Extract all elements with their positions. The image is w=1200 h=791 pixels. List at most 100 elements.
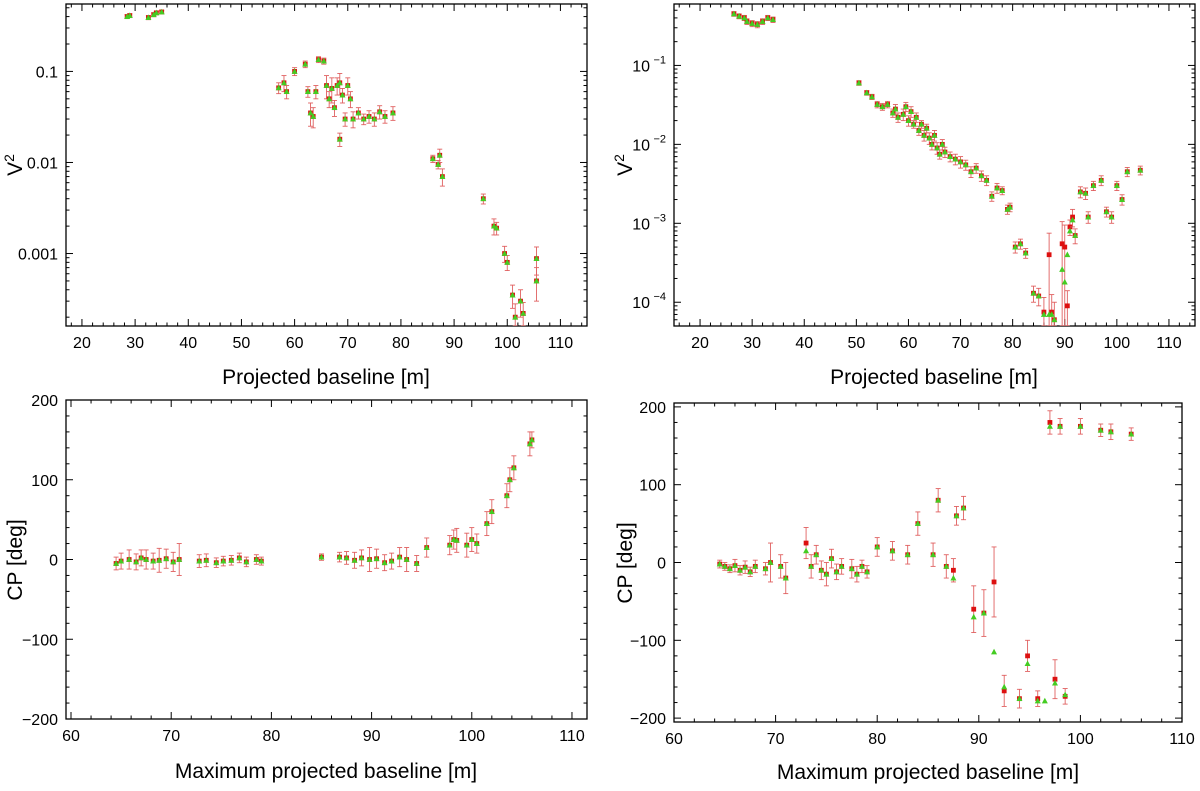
model-point [970,613,977,620]
x-tick-label: 110 [1156,335,1182,352]
model-point [953,512,960,519]
model-point [1064,251,1071,258]
observed-point-group [1059,221,1065,326]
model-point [504,259,511,265]
model-point [1069,216,1076,223]
model-point [967,168,974,175]
model-point [1052,679,1058,686]
model-point [366,113,373,119]
model-point [736,13,743,19]
model-point [145,14,152,20]
panel-cp-left: 60 70 80 90 100 110 −200 −100 0 100 200 Maximum pro… [4,393,588,783]
model-point [988,193,995,199]
observed-point-group [1046,232,1052,326]
observed-point-group [1062,224,1068,326]
model-point [764,14,771,21]
y-tick-label: 200 [31,393,58,410]
model-point [884,101,891,107]
model-point [473,540,480,546]
y-tick-exponent: −2 [653,133,666,145]
model-point [1077,423,1084,429]
model-point [935,497,942,503]
y-tick-label: 10 [632,295,650,312]
y-tick-label: 100 [31,473,58,490]
model-point [423,544,430,550]
model-point [133,558,140,565]
model-point [310,113,317,119]
model-point [463,541,470,548]
model-point [931,132,938,138]
x-tick-label: 80 [868,731,886,748]
model-point [747,568,754,575]
model-point [934,144,941,151]
model-point [326,95,333,102]
y-tick-label: −200 [22,712,58,729]
y-axis-label: CP [deg] [4,519,27,600]
model-point [320,57,327,64]
model-point [403,556,410,562]
model-point [344,82,351,88]
observed-point [951,567,956,573]
observed-point [1052,676,1058,682]
y-tick-label: −100 [630,633,666,650]
model-point [243,558,250,565]
model-point [381,559,388,566]
observed-point-group [533,267,539,302]
x-axis-label: Projected baseline [m] [222,366,430,389]
model-point [741,14,748,21]
model-point [742,563,749,570]
model-point [874,101,881,107]
model-point [918,121,925,127]
model-point [1035,292,1042,299]
y-tick-exponent: −4 [653,291,666,303]
x-tick-label: 60 [900,335,918,352]
model-point [275,84,282,91]
model-point [1012,243,1019,250]
model-point [1108,213,1115,220]
model-point [950,574,957,581]
model-point [153,9,160,16]
model-point [196,557,203,564]
model-point [315,56,322,62]
x-tick-label: 90 [445,335,463,352]
x-tick-label: 110 [548,335,574,352]
model-point [501,250,508,256]
y-axis-label: V2 [1,154,27,176]
model-point [517,297,524,304]
model-point [150,557,157,564]
model-point [749,20,756,26]
observed-point [991,579,997,585]
y-axis-label-superscript: 2 [611,154,627,162]
model-point [923,125,930,131]
model-point [360,115,367,122]
data-marks [730,10,1144,326]
model-point [1128,430,1135,437]
y-tick-label: −100 [22,632,58,649]
model-point [892,105,899,112]
model-point [1046,423,1053,429]
model-point [1057,423,1064,429]
x-tick-label: 100 [1103,335,1130,352]
model-point [1082,190,1089,196]
model-point [347,95,354,102]
model-point [339,91,346,98]
y-tick-label: 0 [657,556,666,573]
model-point [213,559,220,566]
model-point [446,541,453,548]
model-point [983,177,990,183]
observed-point [1062,244,1068,250]
model-point [336,136,343,142]
model-point [220,557,227,564]
model-point [905,117,912,124]
model-point [304,88,311,95]
y-tick-exponent: −1 [653,54,666,66]
model-point [1119,196,1126,202]
model-point [994,184,1001,191]
model-point [769,16,776,23]
y-axis-label: V2 [611,154,637,176]
y-tick-label: 10 [632,216,650,233]
model-point [138,554,145,561]
model-point [343,554,350,561]
x-tick-label: 20 [73,335,91,352]
